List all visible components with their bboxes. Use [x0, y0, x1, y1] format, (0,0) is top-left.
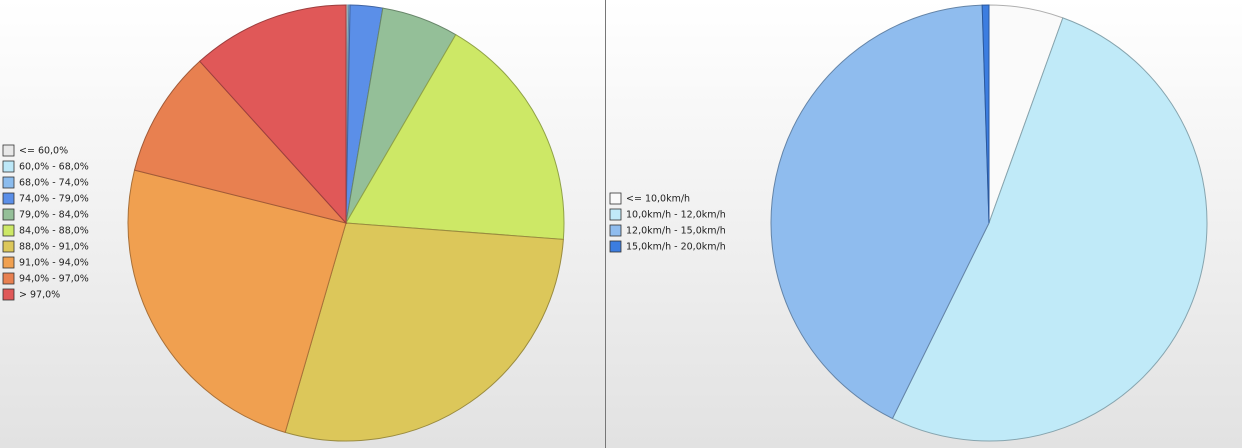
- legend-label: <= 60,0%: [19, 146, 68, 157]
- pie-slice: [127, 169, 347, 433]
- legend-label: 79,0% - 84,0%: [19, 210, 89, 221]
- legend-label: 10,0km/h - 12,0km/h: [626, 210, 726, 221]
- legend-swatch: [2, 160, 15, 173]
- pie-slice: [133, 60, 348, 224]
- legend-label: 88,0% - 91,0%: [19, 242, 89, 253]
- pie-slice: [345, 33, 565, 240]
- legend-label: 60,0% - 68,0%: [19, 162, 89, 173]
- legend-swatch: [609, 192, 622, 205]
- legend-label: 68,0% - 74,0%: [19, 178, 89, 189]
- legend-swatch: [2, 144, 15, 157]
- legend-swatch: [2, 208, 15, 221]
- legend-swatch: [609, 224, 622, 237]
- legend-swatch: [2, 192, 15, 205]
- legend-label: 94,0% - 97,0%: [19, 274, 89, 285]
- legend-swatch: [609, 208, 622, 221]
- pie-slice: [770, 4, 990, 420]
- legend-swatch: [2, 288, 15, 301]
- pie-slice: [284, 222, 564, 442]
- pie-slice: [891, 17, 1208, 442]
- legend-swatch: [2, 256, 15, 269]
- legend-label: <= 10,0km/h: [626, 194, 690, 205]
- legend-swatch: [2, 224, 15, 237]
- pie-slice: [199, 4, 347, 225]
- legend-swatch: [2, 240, 15, 253]
- pie-slice: [981, 4, 990, 224]
- legend-label: 15,0km/h - 20,0km/h: [626, 242, 726, 253]
- legend-label: 91,0% - 94,0%: [19, 258, 89, 269]
- legend-swatch: [2, 272, 15, 285]
- legend-label: 84,0% - 88,0%: [19, 226, 89, 237]
- legend-label: 74,0% - 79,0%: [19, 194, 89, 205]
- legend-label: 12,0km/h - 15,0km/h: [626, 226, 726, 237]
- legend-swatch: [609, 240, 622, 253]
- legend-label: > 97,0%: [19, 290, 60, 301]
- legend-swatch: [2, 176, 15, 189]
